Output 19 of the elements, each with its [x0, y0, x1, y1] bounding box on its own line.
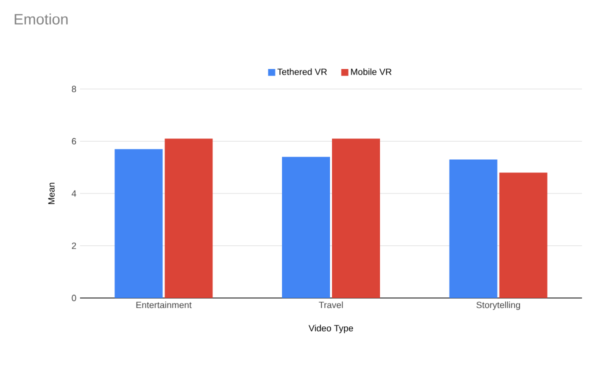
legend-label: Tethered VR: [277, 68, 327, 76]
bar: [449, 160, 498, 298]
bar: [282, 156, 330, 298]
x-tick-label: Storytelling: [476, 302, 520, 310]
bar: [499, 172, 548, 298]
y-tick-label: 2: [72, 242, 76, 249]
x-axis-title: Video Type: [308, 324, 354, 334]
y-tick-label: 6: [72, 138, 76, 144]
bar: [164, 138, 213, 298]
y-tick-label: 4: [72, 190, 76, 197]
x-tick-label: Travel: [318, 302, 343, 308]
bar: [114, 149, 163, 298]
bar: [332, 138, 380, 298]
legend-label: Mobile VR: [351, 68, 392, 76]
y-tick-label: 0: [72, 294, 76, 302]
x-tick-label: Entertainment: [136, 302, 192, 308]
chart-title: Emotion: [14, 14, 68, 25]
y-axis-title: Mean: [48, 182, 55, 204]
y-tick-label: 8: [72, 86, 76, 92]
